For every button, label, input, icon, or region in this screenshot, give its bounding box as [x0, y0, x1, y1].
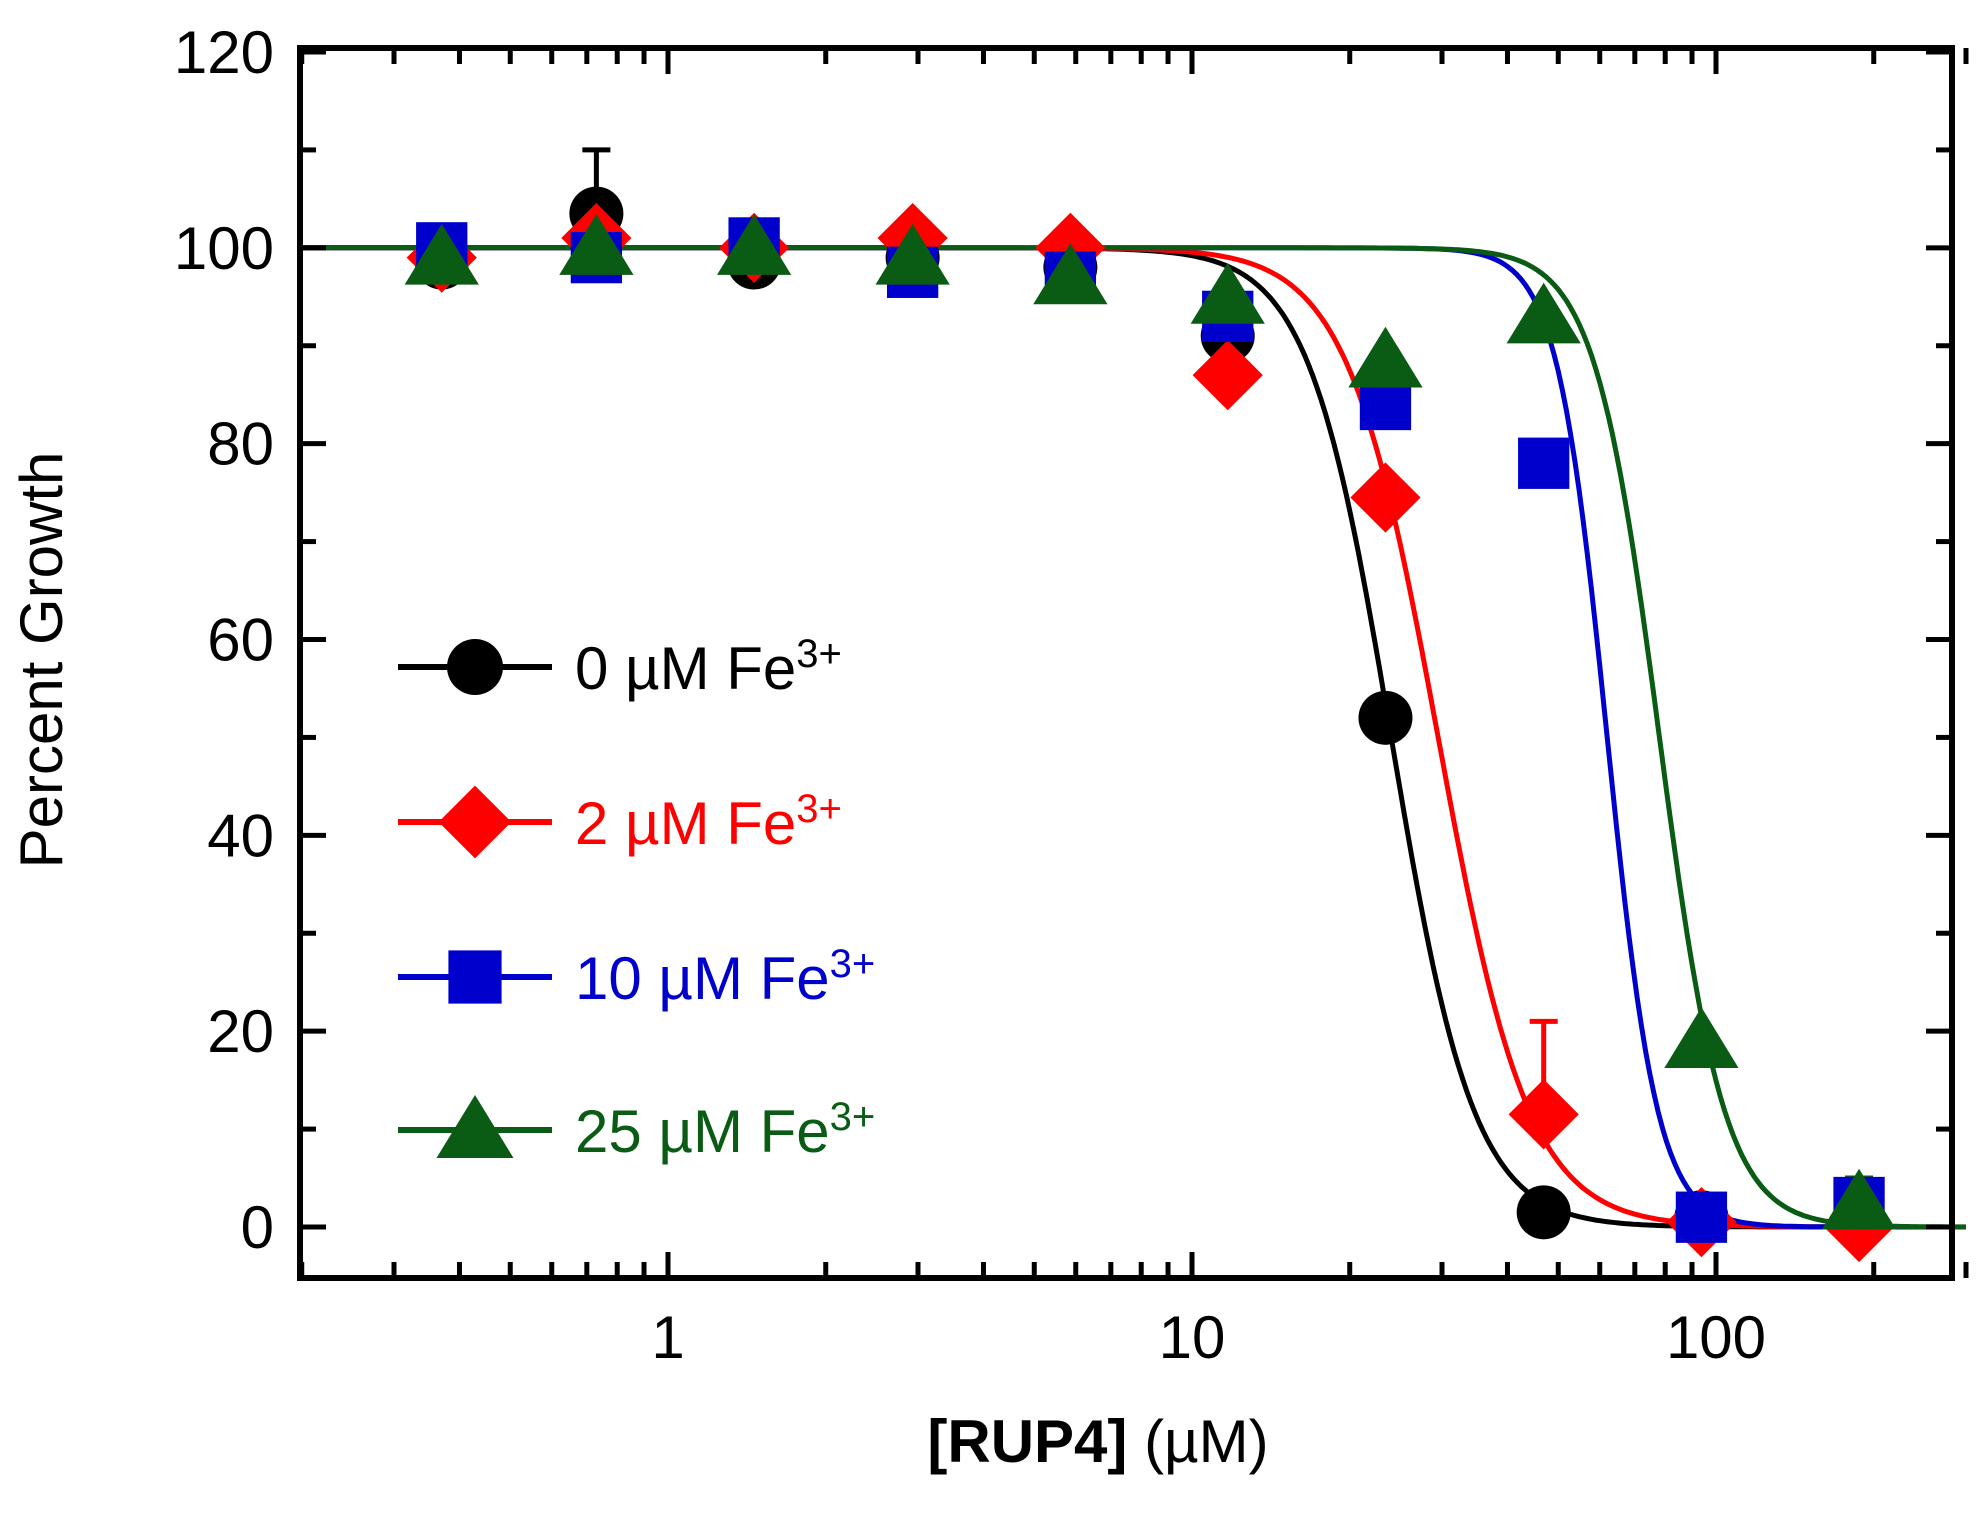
- y-tick-label: 40: [207, 802, 274, 869]
- data-point-series-0: [1516, 1185, 1571, 1240]
- legend-marker-series-2: [448, 950, 502, 1004]
- data-point-series-2: [1675, 1191, 1728, 1243]
- data-point-series-3: [716, 214, 792, 275]
- y-tick-label: 60: [207, 607, 274, 674]
- data-point-series-3: [1664, 1007, 1739, 1068]
- data-point-series-3: [1348, 326, 1423, 388]
- y-tick-label: 120: [174, 19, 274, 86]
- plot-frame: [297, 45, 1955, 1281]
- data-point-series-3: [875, 223, 950, 285]
- data-point-series-3: [1821, 1168, 1897, 1230]
- y-tick-label: 0: [241, 1194, 274, 1261]
- fit-curves: [301, 245, 1966, 1230]
- data-point-series-1: [1350, 462, 1421, 533]
- legend-marker-series-0: [447, 639, 503, 695]
- y-axis-label: Percent Growth: [8, 452, 75, 869]
- data-point-series-3: [559, 214, 634, 275]
- y-tick-label: 100: [174, 215, 274, 282]
- data-point-series-2: [1518, 437, 1570, 489]
- data-point-series-3: [1190, 263, 1265, 324]
- y-tick-label: 20: [207, 998, 274, 1065]
- x-axis-label-bold: [RUP4]: [927, 1408, 1127, 1475]
- data-points: [404, 186, 1897, 1263]
- legend: 0 µM Fe3+ 2 µM Fe3+ 10 µM Fe3+ 25 µM Fe3+: [398, 632, 875, 1165]
- data-point-series-1: [1192, 340, 1263, 411]
- legend-label-series-3: 25 µM Fe3+: [575, 1095, 875, 1165]
- data-point-series-1: [1508, 1079, 1579, 1150]
- x-axis-label: [RUP4] (µM): [927, 1408, 1268, 1475]
- data-point-series-3: [1506, 282, 1581, 344]
- legend-label-series-0: 0 µM Fe3+: [575, 632, 842, 702]
- x-tick-label: 1: [651, 1304, 684, 1371]
- y-tick-label: 80: [207, 411, 274, 478]
- legend-label-series-1: 2 µM Fe3+: [575, 787, 842, 857]
- legend-label-series-2: 10 µM Fe3+: [575, 942, 875, 1012]
- x-tick-label: 100: [1666, 1304, 1766, 1371]
- data-point-series-3: [404, 223, 479, 285]
- x-tick-label: 10: [1159, 1304, 1226, 1371]
- data-point-series-0: [1358, 690, 1413, 745]
- axis-ticks: [299, 48, 1969, 1278]
- legend-marker-series-3: [436, 1095, 514, 1158]
- x-axis-label-unit: (µM): [1144, 1408, 1269, 1475]
- plot-border: [297, 45, 1955, 1281]
- data-point-series-3: [1033, 243, 1108, 305]
- legend-marker-series-1: [438, 785, 512, 859]
- fit-curve-series-3: [301, 245, 1966, 1230]
